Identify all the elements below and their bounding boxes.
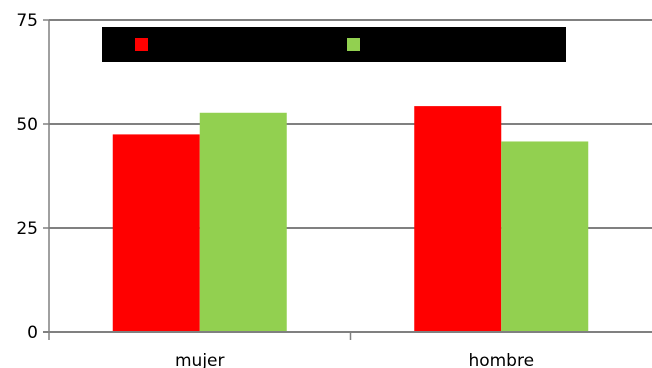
legend-box	[102, 27, 566, 62]
y-tick-label: 0	[27, 323, 38, 343]
x-tick-label: mujer	[175, 351, 225, 368]
y-tick-label: 75	[16, 11, 38, 31]
y-tick-label: 50	[16, 115, 38, 135]
x-axis-tick-labels: mujer hombre	[175, 351, 534, 368]
y-axis-tick-labels: 0 25 50 75	[16, 11, 38, 343]
legend	[102, 27, 566, 62]
bar-mujer-series-2	[199, 112, 287, 332]
bar-hombre-series-2	[501, 141, 589, 332]
legend-swatch-series-2	[347, 38, 360, 51]
bars	[112, 106, 589, 332]
legend-swatch-series-1	[135, 38, 148, 51]
x-tick-label: hombre	[468, 351, 534, 368]
bar-mujer-series-1	[112, 134, 200, 332]
bar-hombre-series-1	[414, 106, 502, 332]
axes	[43, 19, 652, 340]
y-tick-label: 25	[16, 219, 38, 239]
